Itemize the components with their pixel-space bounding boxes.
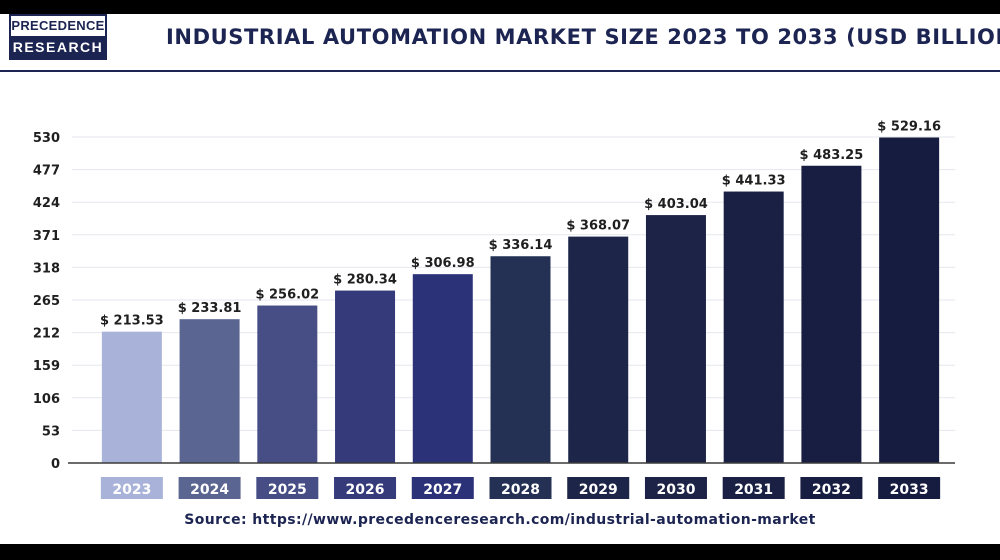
- bar-2031: [723, 191, 784, 464]
- y-axis-ticks: 0 53 106 159 212 265 318 371 424 477 530: [33, 131, 60, 472]
- category-chip: [722, 477, 785, 499]
- x-tick-label: 2032: [812, 482, 851, 498]
- y-tick-label: 212: [33, 327, 60, 342]
- y-tick-label: 53: [42, 424, 60, 439]
- x-tick-label: 2031: [734, 482, 773, 498]
- data-label: $ 280.34: [333, 273, 397, 288]
- x-tick-label: 2025: [268, 482, 307, 498]
- category-chip: [567, 477, 630, 499]
- bar-2024: [179, 319, 240, 463]
- x-tick-label: 2029: [579, 482, 618, 498]
- source-note: Source: https://www.precedenceresearch.c…: [184, 512, 816, 528]
- y-tick-label: 530: [33, 131, 60, 146]
- category-chip: [178, 477, 241, 499]
- y-tick-label: 371: [33, 229, 60, 244]
- y-tick-label: 477: [33, 164, 60, 179]
- bar-2026: [335, 290, 396, 463]
- data-label: $ 336.14: [489, 238, 553, 253]
- x-tick-label: 2030: [656, 482, 695, 498]
- data-label: $ 529.16: [877, 120, 941, 135]
- bar-2023: [101, 331, 162, 463]
- data-label: $ 256.02: [255, 288, 319, 303]
- category-chip: [644, 477, 707, 499]
- precedence-research-logo: PRECEDENCE RESEARCH: [9, 14, 107, 60]
- data-label: $ 441.33: [722, 174, 786, 189]
- data-label: $ 483.25: [800, 148, 864, 163]
- logo-line-2: RESEARCH: [11, 36, 105, 58]
- category-chip: [489, 477, 552, 499]
- x-tick-label: 2033: [890, 482, 929, 498]
- x-tick-label: 2024: [190, 482, 229, 498]
- category-chip: [100, 477, 163, 499]
- bar-2032: [801, 165, 862, 463]
- title-divider: [0, 70, 1000, 72]
- x-tick-label: 2027: [423, 482, 462, 498]
- category-chip: [411, 477, 474, 499]
- data-label: $ 403.04: [644, 197, 708, 212]
- y-tick-label: 106: [33, 392, 60, 407]
- data-label: $ 368.07: [566, 219, 630, 234]
- bar-2029: [568, 236, 629, 463]
- bar-2028: [490, 256, 551, 463]
- y-tick-label: 265: [33, 294, 60, 309]
- data-label: $ 233.81: [178, 301, 242, 316]
- x-tick-label: 2023: [112, 482, 151, 498]
- x-tick-label: 2026: [346, 482, 385, 498]
- x-tick-label: 2028: [501, 482, 540, 498]
- bar-2027: [412, 274, 473, 463]
- y-tick-label: 0: [51, 457, 60, 472]
- category-chip: [800, 477, 863, 499]
- bar-2030: [645, 215, 706, 463]
- x-axis-categories: 2023 2024 2025 2026 2027 2028 2029 2030 2031 2032…: [100, 477, 941, 499]
- bar-2033: [879, 137, 940, 464]
- bar-2025: [257, 305, 318, 463]
- data-label: $ 213.53: [100, 314, 164, 329]
- category-chip: [878, 477, 941, 499]
- bars: [101, 137, 940, 464]
- logo-line-1: PRECEDENCE: [11, 16, 105, 36]
- y-tick-label: 318: [33, 261, 60, 276]
- y-tick-label: 424: [33, 196, 60, 211]
- data-labels: $ 213.53 $ 233.81 $ 256.02 $ 280.34 $ 306.98…: [100, 120, 941, 329]
- category-chip: [256, 477, 319, 499]
- y-tick-label: 159: [33, 359, 60, 374]
- data-label: $ 306.98: [411, 256, 475, 271]
- category-chip: [334, 477, 397, 499]
- chart-title: INDUSTRIAL AUTOMATION MARKET SIZE 2023 T…: [166, 25, 1000, 49]
